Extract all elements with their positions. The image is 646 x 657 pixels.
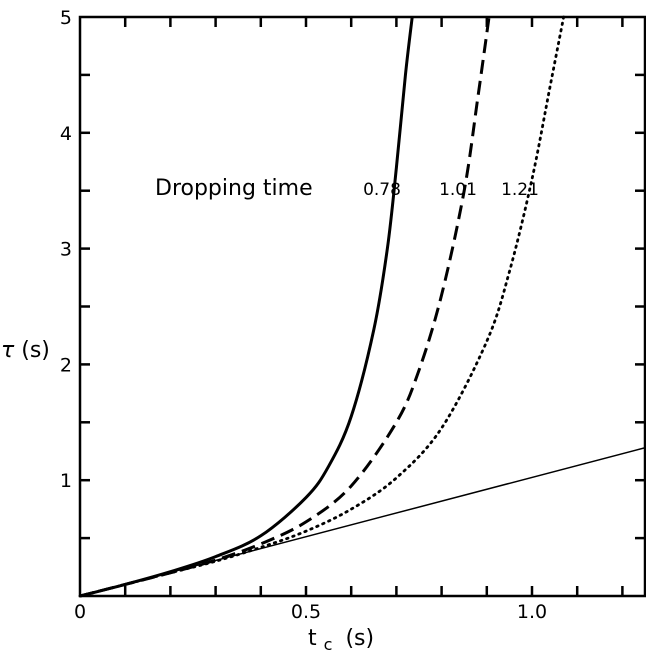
series-line-1.21 xyxy=(78,15,566,598)
y-axis-symbol: τ xyxy=(1,338,15,363)
y-axis-unit: (s) xyxy=(21,338,50,363)
plot-border xyxy=(78,15,646,598)
series-layer xyxy=(78,15,646,598)
series-line-reference xyxy=(79,447,646,597)
series-label-1.01: 1.01 xyxy=(439,180,477,200)
y-tick-label: 1 xyxy=(60,470,72,492)
series-label-0.78: 0.78 xyxy=(363,180,401,200)
x-tick-label: 1.0 xyxy=(517,601,547,623)
y-tick-label: 2 xyxy=(60,354,72,376)
y-tick-label: 5 xyxy=(60,7,72,29)
x-axis-ticks: 0 0.5 1.0 xyxy=(74,17,624,623)
plot-frame xyxy=(78,15,646,598)
y-axis-ticks: 1 2 3 4 5 xyxy=(60,7,645,540)
labels-layer: Dropping time τ (s) t c (s) 0.78 1.01 1.21 xyxy=(1,176,539,656)
x-axis-subscript: c xyxy=(324,635,333,654)
x-tick-label: 0 xyxy=(74,601,86,623)
x-tick-label: 0.5 xyxy=(291,601,321,623)
x-axis-unit: (s) xyxy=(345,626,374,651)
x-axis-title: t c (s) xyxy=(308,626,374,656)
y-tick-label: 3 xyxy=(60,239,72,261)
y-axis-title: τ (s) xyxy=(1,338,50,363)
series-label-1.21: 1.21 xyxy=(501,180,539,200)
series-line-1.01 xyxy=(79,16,491,598)
x-axis-symbol: t xyxy=(308,626,317,651)
y-tick-label: 4 xyxy=(60,123,72,145)
dropping-time-annotation: Dropping time xyxy=(155,176,313,201)
series-line-0.78 xyxy=(79,16,414,598)
